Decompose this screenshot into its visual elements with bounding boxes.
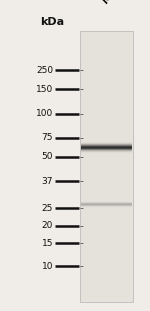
Bar	[81, 206, 132, 207]
Text: 37: 37	[42, 177, 53, 186]
Text: kDa: kDa	[40, 17, 64, 27]
Text: 75: 75	[42, 133, 53, 142]
Text: 250: 250	[36, 66, 53, 75]
Text: 150: 150	[36, 85, 53, 94]
Text: 25: 25	[42, 204, 53, 213]
Bar	[81, 204, 132, 205]
Bar	[81, 201, 132, 202]
Bar	[80, 31, 133, 302]
Bar	[81, 202, 132, 203]
Text: 10: 10	[42, 262, 53, 271]
Text: MCF-7: MCF-7	[100, 0, 133, 5]
Bar	[81, 205, 132, 206]
Text: 100: 100	[36, 109, 53, 118]
Text: 20: 20	[42, 221, 53, 230]
Bar	[81, 207, 132, 208]
Text: 50: 50	[42, 152, 53, 161]
Text: 15: 15	[42, 239, 53, 248]
Bar	[81, 203, 132, 204]
